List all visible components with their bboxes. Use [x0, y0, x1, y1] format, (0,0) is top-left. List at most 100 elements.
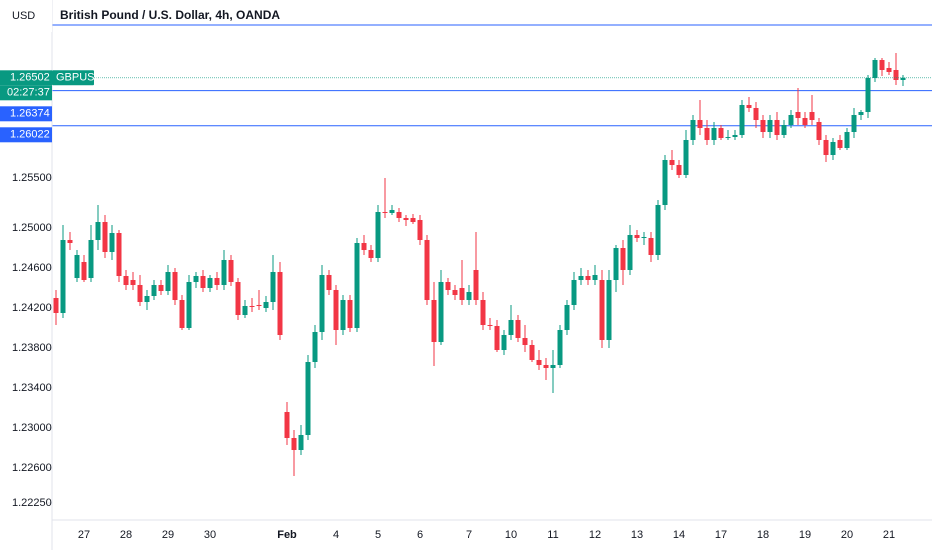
candle-body	[592, 275, 598, 280]
candle-body	[333, 290, 339, 330]
candle-body	[795, 112, 801, 118]
x-tick-label: 27	[78, 529, 90, 541]
candle-body	[109, 233, 115, 252]
candle-body	[228, 260, 234, 282]
candle-body	[179, 300, 185, 328]
x-tick-label: 10	[505, 529, 517, 541]
candle-body	[410, 218, 416, 222]
candle-body	[102, 222, 108, 252]
candle-body	[655, 205, 661, 255]
currency-box	[0, 0, 52, 32]
candle-body	[235, 282, 241, 315]
candle-body	[774, 120, 780, 135]
candle-body	[144, 296, 150, 302]
currency-label: USD	[12, 10, 35, 22]
candle-body	[200, 276, 206, 288]
candle-body	[186, 282, 192, 328]
candle-body	[872, 60, 878, 78]
countdown-label: 02:27:37	[7, 87, 50, 99]
candle-body	[95, 222, 101, 240]
candle-body	[193, 276, 199, 282]
chart-title: British Pound / U.S. Dollar, 4h, OANDA	[60, 8, 280, 22]
candle-body	[214, 278, 220, 285]
candle-body	[550, 365, 556, 368]
y-tick-label: 1.25000	[12, 222, 52, 234]
line-price-box	[0, 127, 52, 143]
candle-body	[725, 137, 731, 138]
line-price-label: 1.26022	[10, 129, 50, 141]
candle-body	[130, 280, 136, 285]
x-tick-label: 30	[204, 529, 216, 541]
candle-body	[564, 305, 570, 330]
candle-body	[74, 255, 80, 278]
candle-body	[312, 332, 318, 362]
candle-body	[291, 438, 297, 450]
x-tick-label: 14	[673, 529, 685, 541]
candle-body	[851, 115, 857, 132]
x-tick-label: 19	[799, 529, 811, 541]
candle-body	[508, 320, 514, 335]
candle-body	[781, 125, 787, 135]
candle-body	[389, 210, 395, 213]
candle-body	[284, 412, 290, 438]
y-tick-label: 1.23400	[12, 382, 52, 394]
candle-body	[571, 280, 577, 305]
x-tick-label: 6	[417, 529, 423, 541]
x-tick-label: 18	[757, 529, 769, 541]
candle-body	[53, 298, 59, 313]
candle-body	[242, 306, 248, 315]
candle-body	[865, 78, 871, 112]
candle-body	[123, 276, 129, 285]
candle-body	[375, 212, 381, 258]
candle-body	[319, 275, 325, 332]
candle-body	[613, 248, 619, 280]
symbol-tag	[52, 70, 94, 86]
y-tick-label: 1.23000	[12, 422, 52, 434]
y-tick-label: 1.24600	[12, 262, 52, 274]
candle-body	[305, 362, 311, 435]
candle-body	[438, 282, 444, 342]
y-tick-label: 1.22600	[12, 462, 52, 474]
candle-body	[151, 285, 157, 296]
candle-body	[739, 105, 745, 135]
x-tick-label: 29	[162, 529, 174, 541]
y-tick-label: 1.24200	[12, 302, 52, 314]
candle-body	[788, 115, 794, 125]
candle-body	[382, 212, 388, 213]
candle-body	[424, 240, 430, 300]
candle-body	[172, 272, 178, 300]
candle-body	[858, 112, 864, 115]
y-tick-label: 1.25500	[12, 172, 52, 184]
candle-body	[158, 285, 164, 291]
candle-body	[690, 120, 696, 140]
candle-body	[347, 300, 353, 328]
candle-body	[417, 220, 423, 240]
candle-body	[753, 108, 759, 120]
x-tick-label: 20	[841, 529, 853, 541]
candle-body	[627, 235, 633, 270]
candle-body	[662, 160, 668, 205]
candle-body	[368, 250, 374, 258]
candle-body	[648, 238, 654, 255]
candle-body	[802, 118, 808, 125]
candle-body	[445, 282, 451, 290]
candle-body	[557, 330, 563, 365]
candle-body	[620, 248, 626, 270]
countdown-box	[0, 85, 52, 101]
candle-body	[221, 260, 227, 285]
candle-body	[256, 305, 262, 306]
candle-body	[816, 122, 822, 140]
candle-body	[711, 128, 717, 140]
x-tick-label: 28	[120, 529, 132, 541]
candle-body	[718, 128, 724, 138]
candle-body	[886, 68, 892, 72]
candle-body	[249, 306, 255, 307]
candle-body	[844, 132, 850, 148]
candle-body	[704, 128, 710, 140]
candle-body	[431, 300, 437, 342]
candle-body	[298, 435, 304, 450]
candle-body	[116, 233, 122, 276]
candle-body	[340, 300, 346, 330]
candle-body	[732, 135, 738, 137]
